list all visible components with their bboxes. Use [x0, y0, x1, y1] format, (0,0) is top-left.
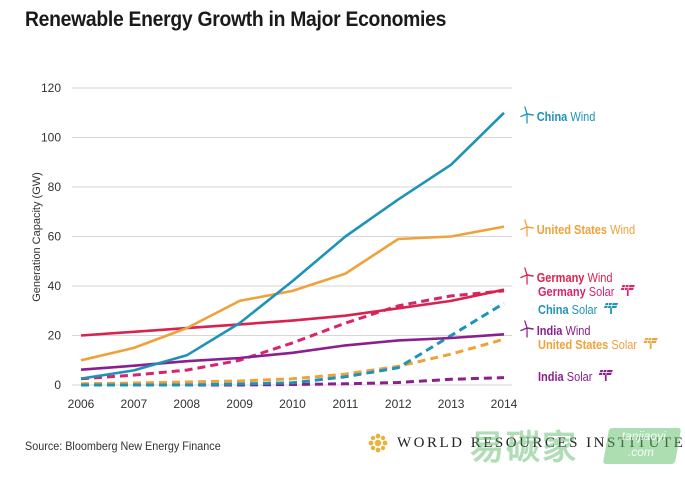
watermark-en-1: tanjiaoyi — [621, 429, 666, 443]
y-tick-label: 60 — [48, 230, 62, 244]
series-line-india-wind — [80, 333, 505, 371]
series-line-china-solar — [81, 302, 505, 387]
watermark-badge: tanjiaoyi .com — [602, 428, 682, 464]
x-tick-label: 2009 — [226, 397, 253, 411]
series-line-germany-solar — [80, 289, 505, 381]
legend-kind: Solar — [566, 370, 593, 384]
x-tick-label: 2008 — [173, 397, 200, 411]
legend-kind: Solar — [571, 303, 598, 317]
y-tick-label: 80 — [48, 180, 62, 194]
wri-sun-icon — [368, 433, 388, 453]
solar-panel-icon — [643, 337, 659, 353]
y-axis-ticks: 0 20 40 60 80 100 120 — [41, 81, 61, 392]
legend-country: China — [538, 303, 569, 317]
legend-item: United States Wind — [520, 219, 635, 240]
solar-panel-icon — [620, 284, 636, 300]
watermark-text: 易碳家 — [470, 429, 578, 467]
wind-turbine-icon — [520, 320, 534, 341]
legend-country: Germany — [536, 271, 585, 285]
wind-turbine-icon — [520, 219, 534, 240]
series-line-us-solar — [80, 337, 505, 386]
legend-country: India — [536, 324, 563, 338]
x-tick-label: 2014 — [491, 397, 518, 411]
legend-item: India Wind — [520, 320, 591, 341]
legend-item: India Solar — [538, 369, 614, 385]
y-tick-label: 40 — [48, 279, 62, 293]
legend-kind: Wind — [570, 110, 596, 124]
y-tick-label: 120 — [41, 81, 61, 95]
series-line-us-wind — [80, 225, 505, 362]
legend-item: China Solar — [538, 302, 619, 318]
x-tick-label: 2011 — [332, 397, 358, 411]
legend-item: Germany Wind — [520, 267, 613, 288]
solar-panel-icon — [603, 302, 619, 318]
legend-item: Germany Solar — [538, 284, 636, 300]
legend-kind: Solar — [611, 338, 638, 352]
x-tick-label: 2007 — [121, 397, 148, 411]
y-axis-label: Generation Capacity (GW) — [31, 172, 43, 302]
y-tick-label: 0 — [54, 378, 61, 392]
series-line-germany-wind — [80, 288, 505, 337]
chart-title: Renewable Energy Growth in Major Economi… — [25, 8, 447, 31]
legend-kind: Wind — [565, 324, 591, 338]
legend-kind: Solar — [588, 285, 615, 299]
y-tick-label: 20 — [48, 329, 62, 343]
y-tick-label: 100 — [41, 131, 61, 145]
legend-country: India — [538, 370, 564, 384]
x-axis-ticks: 2006 2007 2008 2009 2010 2011 2012 2013 2014 — [68, 397, 518, 411]
wind-turbine-icon — [520, 267, 534, 288]
legend-country: United States — [538, 338, 609, 352]
x-tick-label: 2013 — [438, 397, 465, 411]
series-lines — [80, 111, 505, 387]
watermark-en-2: .com — [627, 445, 654, 459]
legend-country: United States — [536, 223, 608, 237]
wind-turbine-icon — [520, 106, 534, 127]
x-tick-label: 2010 — [279, 397, 306, 411]
solar-panel-icon — [598, 369, 614, 385]
x-tick-label: 2012 — [385, 397, 412, 411]
legend-country: Germany — [538, 285, 586, 299]
source-note: Source: Bloomberg New Energy Finance — [25, 439, 221, 453]
legend-kind: Wind — [610, 223, 636, 237]
legend-kind: Wind — [587, 271, 613, 285]
series-line-china-wind — [80, 111, 505, 380]
legend-item: United States Solar — [538, 337, 659, 353]
legend-item: China Wind — [520, 106, 595, 127]
x-tick-label: 2006 — [68, 397, 95, 411]
legend-country: China — [536, 110, 568, 124]
